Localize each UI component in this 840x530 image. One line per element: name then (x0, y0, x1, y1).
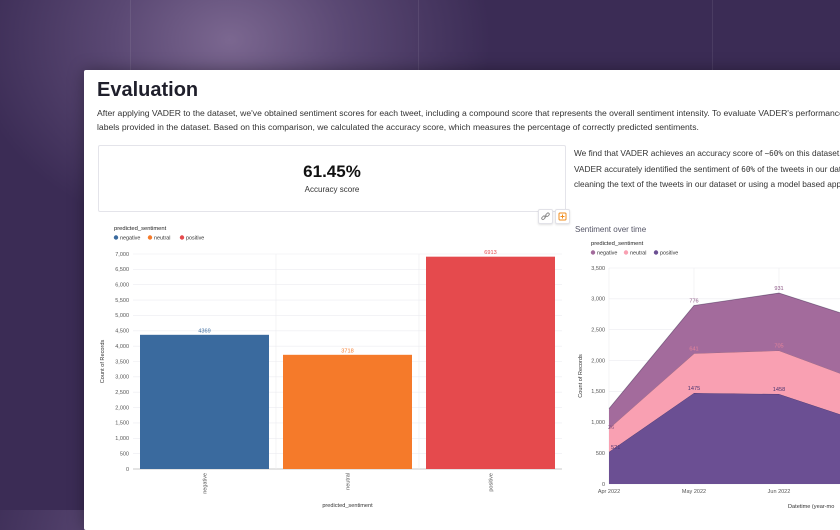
y-tick-label: 3,000 (591, 297, 605, 303)
legend-swatch (653, 250, 659, 255)
y-tick-label: 500 (120, 451, 129, 457)
data-label: 521 (611, 445, 620, 451)
description: After applying VADER to the dataset, we'… (97, 106, 840, 134)
x-tick-label: negative (203, 473, 209, 494)
link-icon (541, 212, 550, 221)
y-tick-label: 7,000 (115, 252, 129, 258)
y-tick-label: 0 (602, 482, 605, 488)
background-grid-line (130, 0, 131, 70)
data-label: 641 (689, 346, 698, 352)
y-tick-label: 5,500 (115, 298, 129, 304)
y-tick-label: 6,500 (115, 267, 129, 273)
findings-text-segment: on this dataset. N (785, 148, 840, 158)
export-button[interactable] (555, 209, 570, 224)
x-tick-label: neutral (346, 473, 352, 490)
y-tick-label: 500 (596, 451, 605, 457)
y-tick-label: 0 (126, 467, 129, 473)
inline-code: 60% (741, 164, 755, 174)
x-tick-label: Jun 2022 (768, 489, 791, 495)
notebook-panel: Evaluation After applying VADER to the d… (84, 70, 840, 530)
findings-text-segment: VADER accurately identified the sentimen… (574, 163, 742, 174)
legend-swatch (623, 250, 629, 255)
y-tick-label: 1,000 (591, 420, 605, 426)
page-title: Evaluation (97, 79, 199, 101)
background-grid-line (418, 0, 419, 70)
y-tick-label: 4,500 (115, 329, 129, 335)
y-tick-label: 1,000 (115, 436, 129, 442)
description-line: labels provided in the dataset. Based on… (97, 122, 699, 132)
area-positive (609, 392, 840, 484)
legend-swatch (113, 235, 119, 240)
y-axis-title: Count of Records (100, 340, 106, 384)
accuracy-value: 61.45% (303, 162, 361, 181)
findings-line: We find that VADER achieves an accuracy … (574, 146, 840, 162)
area-neutral (609, 350, 840, 452)
area-negative (609, 293, 840, 429)
description-line: After applying VADER to the dataset, we'… (97, 108, 840, 118)
findings-text-segment: We find that VADER achieves an accuracy … (574, 148, 765, 158)
y-tick-label: 1,500 (115, 421, 129, 427)
bar-neutral (283, 354, 412, 469)
area-chart: predicted_sentiment negative neutral positi… (578, 241, 840, 510)
legend-label: positive (186, 236, 204, 242)
bar-chart: predicted_sentiment negative neutral positi… (100, 226, 562, 509)
data-label: 3718 (341, 348, 353, 354)
data-label: 4369 (198, 328, 210, 334)
data-label: 931 (774, 286, 783, 292)
data-label: 6913 (484, 250, 496, 256)
y-tick-label: 2,500 (115, 390, 129, 396)
data-label: 1475 (688, 386, 700, 392)
accuracy-label: Accuracy score (304, 185, 360, 194)
copy-link-button[interactable] (538, 209, 553, 224)
y-tick-label: 3,000 (115, 375, 129, 381)
y-tick-label: 2,000 (591, 358, 605, 364)
y-tick-label: 4,000 (115, 344, 129, 350)
data-label: 26 (608, 425, 614, 431)
inline-code: ~60% (764, 149, 783, 158)
area-negative-line (608, 292, 840, 409)
y-tick-label: 2,500 (591, 328, 605, 334)
area-chart-title: Sentiment over time (575, 225, 647, 234)
legend-title: predicted_sentiment (114, 226, 167, 232)
y-tick-label: 2,000 (115, 405, 129, 411)
legend-label: negative (120, 236, 140, 242)
y-tick-label: 5,000 (115, 313, 129, 319)
data-label: 776 (689, 299, 698, 305)
y-tick-label: 3,500 (115, 359, 129, 365)
bar-negative (140, 334, 269, 469)
bar-positive (426, 256, 555, 469)
legend-swatch (179, 235, 185, 240)
x-tick-label: Apr 2022 (598, 489, 620, 495)
y-tick-label: 1,500 (591, 389, 605, 395)
x-tick-label: positive (489, 473, 495, 492)
findings-text-segment: of the tweets in our data (754, 163, 840, 174)
accuracy-kpi-card: 61.45% Accuracy score (98, 145, 566, 212)
y-tick-label: 6,000 (115, 283, 129, 289)
export-icon (558, 212, 567, 221)
x-axis-title: Datetime (year-mo (788, 504, 834, 510)
findings-line: cleaning the text of the tweets in our d… (574, 179, 840, 189)
data-label: 705 (774, 344, 783, 350)
legend-label: positive (660, 251, 678, 257)
x-axis-title: predicted_sentiment (322, 503, 373, 509)
y-tick-label: 3,500 (591, 266, 605, 272)
data-label: 1458 (773, 387, 785, 393)
legend-label: neutral (630, 251, 646, 257)
legend-swatch (590, 250, 596, 255)
legend-label: negative (597, 251, 617, 257)
findings-line: VADER accurately identified the sentimen… (574, 162, 840, 178)
findings-text: We find that VADER achieves an accuracy … (574, 146, 840, 192)
legend-label: neutral (154, 236, 170, 242)
background-grid-line (712, 0, 713, 70)
y-axis-title: Count of Records (578, 354, 584, 398)
legend-title: predicted_sentiment (591, 241, 644, 247)
x-tick-label: May 2022 (682, 489, 706, 495)
legend-swatch (147, 235, 153, 240)
